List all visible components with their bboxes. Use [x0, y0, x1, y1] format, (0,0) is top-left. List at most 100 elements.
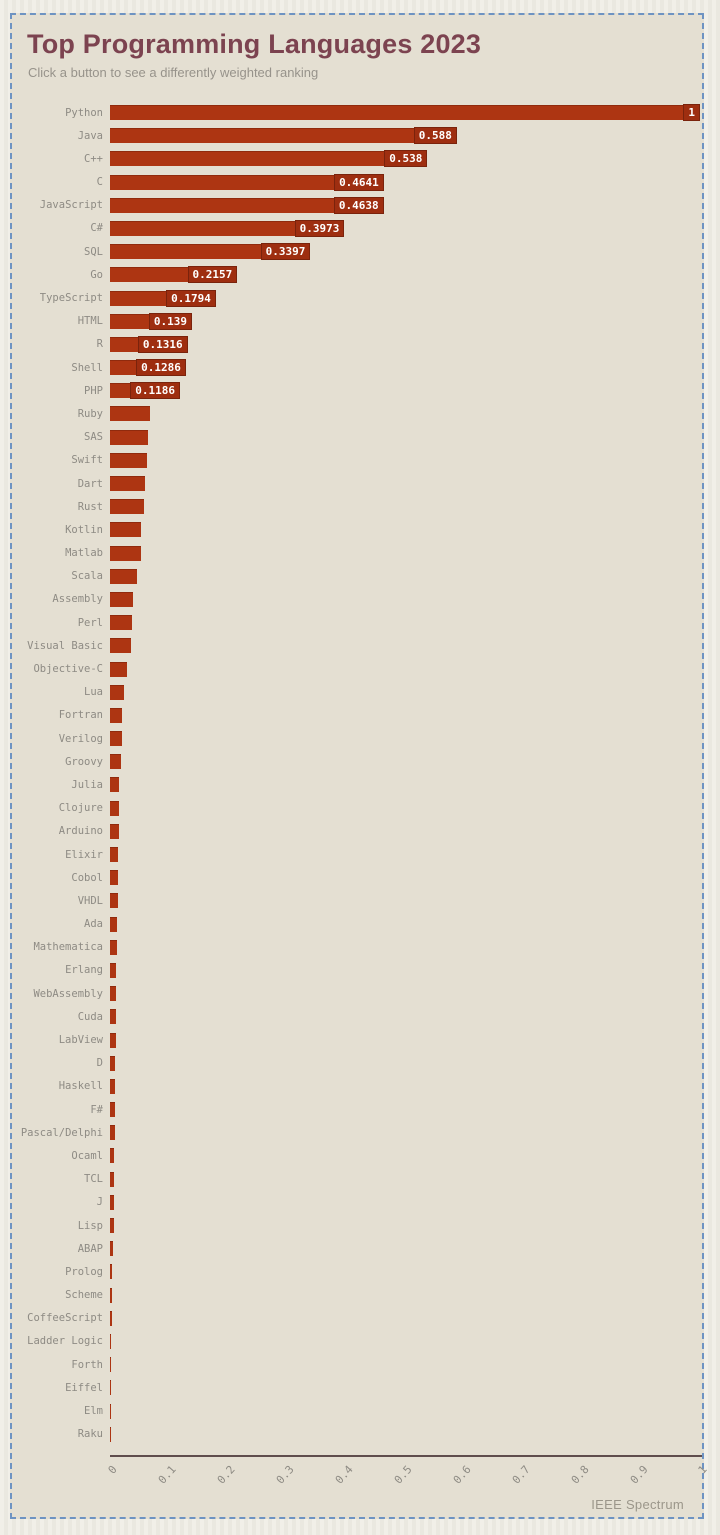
bar-track: 0.4641	[110, 173, 702, 191]
bar[interactable]	[110, 1032, 116, 1048]
bar[interactable]	[110, 754, 121, 770]
bar[interactable]: 1	[110, 104, 700, 121]
bar[interactable]	[110, 1148, 115, 1164]
value-label: 0.538	[384, 150, 428, 168]
bar[interactable]	[110, 962, 117, 978]
bar[interactable]	[110, 1102, 115, 1118]
bar-track	[110, 870, 702, 886]
category-label: Elm	[84, 1405, 103, 1417]
bar[interactable]	[110, 476, 146, 491]
bar[interactable]	[110, 800, 119, 816]
category-label: WebAssembly	[33, 987, 103, 1000]
x-tick-label: 0.4	[332, 1462, 356, 1487]
bar[interactable]: 0.4638	[110, 196, 384, 214]
bar[interactable]: 0.1186	[110, 382, 180, 400]
category-label: JavaScript	[39, 199, 103, 212]
bar[interactable]	[110, 545, 141, 561]
bar[interactable]	[110, 893, 118, 909]
bar[interactable]	[110, 1310, 112, 1326]
bar[interactable]	[110, 1009, 116, 1025]
bar[interactable]: 0.538	[110, 150, 428, 168]
category-label: F#	[90, 1103, 103, 1116]
bar-track	[110, 754, 702, 770]
bar[interactable]	[110, 1194, 114, 1210]
bar[interactable]	[110, 1055, 116, 1071]
bar[interactable]	[110, 1357, 112, 1373]
bar-track	[110, 1171, 702, 1187]
bar-track	[110, 939, 702, 955]
bar[interactable]	[110, 1241, 113, 1257]
bar-track	[110, 406, 702, 422]
bar[interactable]	[110, 615, 133, 631]
bar-track: 0.588	[110, 127, 702, 145]
value-label: 0.139	[148, 312, 192, 330]
chart-row: Perl	[12, 615, 702, 631]
bar[interactable]	[110, 823, 119, 839]
bar-track	[110, 1194, 702, 1210]
bar[interactable]	[110, 522, 142, 538]
bar-track	[110, 731, 702, 747]
page-subtitle: Click a button to see a differently weig…	[28, 65, 319, 80]
bar[interactable]	[110, 499, 145, 515]
category-label: Pascal/Delphi	[20, 1126, 103, 1139]
chart-row: Julia	[12, 777, 702, 793]
bar[interactable]: 0.139	[110, 312, 192, 330]
chart-row: Scala	[12, 568, 702, 584]
chart-row: Elixir	[12, 847, 702, 862]
chart-row: Lisp	[12, 1218, 702, 1233]
bar[interactable]	[110, 870, 118, 886]
value-label: 0.3397	[260, 243, 311, 261]
bar[interactable]	[110, 1171, 115, 1187]
bar-track	[110, 1055, 702, 1071]
chart-row: TypeScript 0.1794	[12, 289, 702, 307]
bar[interactable]	[110, 986, 117, 1002]
bar[interactable]	[110, 847, 119, 862]
bar[interactable]	[110, 684, 125, 700]
bar[interactable]: 0.3397	[110, 243, 311, 261]
category-label: PHP	[84, 384, 103, 397]
bar[interactable]	[110, 568, 138, 584]
bar[interactable]	[110, 452, 147, 468]
category-label: Lua	[84, 686, 103, 699]
bar[interactable]	[110, 661, 127, 677]
chart-row: Raku	[12, 1426, 702, 1442]
bar[interactable]: 0.1316	[110, 335, 188, 353]
chart-panel: Top Programming Languages 2023 Click a b…	[10, 13, 710, 1519]
bar-track	[110, 800, 702, 816]
bar[interactable]	[110, 591, 133, 607]
bar[interactable]	[110, 731, 123, 747]
bar[interactable]	[110, 1218, 114, 1233]
chart-row: WebAssembly	[12, 986, 702, 1002]
category-label: Kotlin	[65, 523, 103, 536]
bar[interactable]	[110, 638, 131, 654]
bar[interactable]: 0.588	[110, 127, 457, 145]
bar-track: 0.4638	[110, 196, 702, 214]
bar[interactable]	[110, 1333, 112, 1349]
bar[interactable]	[110, 429, 148, 445]
bar[interactable]	[110, 939, 118, 955]
bar[interactable]	[110, 1287, 112, 1303]
bar[interactable]	[110, 1125, 115, 1141]
bar[interactable]	[110, 1426, 111, 1442]
chart-row: Python 1	[12, 104, 702, 121]
bar[interactable]	[110, 1078, 116, 1094]
category-label: C#	[90, 222, 103, 235]
bar[interactable]	[110, 707, 123, 723]
bar[interactable]: 0.1286	[110, 359, 186, 377]
bar[interactable]	[110, 406, 150, 422]
x-tick-label: 0.8	[568, 1462, 592, 1487]
category-label: TCL	[84, 1173, 103, 1186]
bar[interactable]: 0.4641	[110, 173, 384, 191]
bar[interactable]	[110, 916, 118, 932]
bar[interactable]	[110, 1403, 111, 1419]
bar-track	[110, 429, 702, 445]
bar[interactable]: 0.2157	[110, 266, 238, 284]
bar[interactable]: 0.3973	[110, 219, 345, 237]
bar-track	[110, 1125, 702, 1141]
bar[interactable]	[110, 1264, 113, 1280]
bar-track: 0.3397	[110, 243, 702, 261]
bar[interactable]	[110, 777, 120, 793]
bar[interactable]	[110, 1380, 111, 1396]
bar[interactable]: 0.1794	[110, 289, 216, 307]
value-label: 0.588	[413, 127, 457, 145]
